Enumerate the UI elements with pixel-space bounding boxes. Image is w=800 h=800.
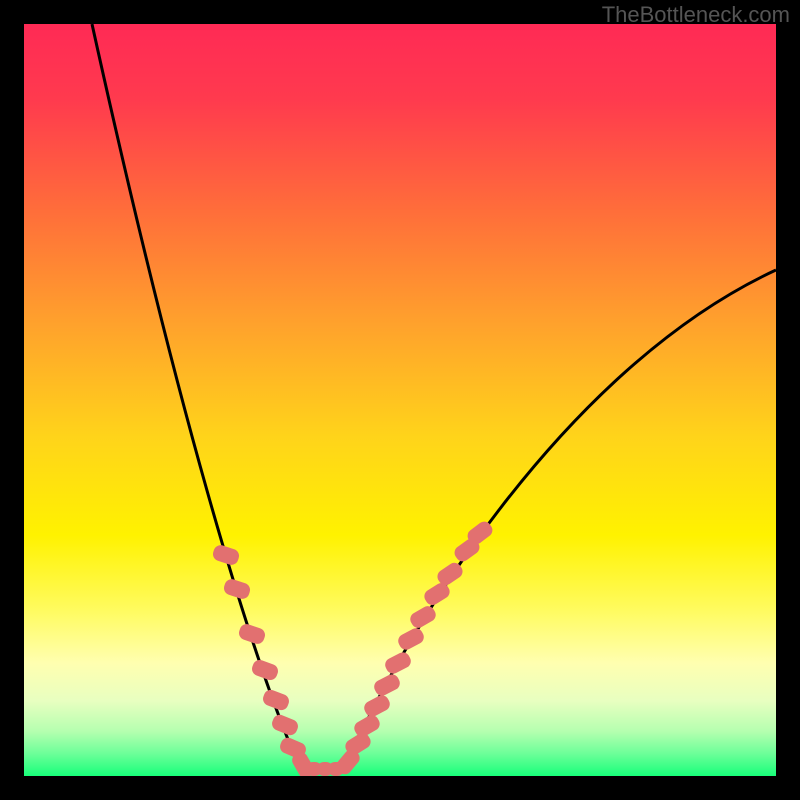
watermark-text: TheBottleneck.com: [602, 2, 790, 28]
bottleneck-chart: [0, 0, 800, 800]
chart-container: TheBottleneck.com: [0, 0, 800, 800]
